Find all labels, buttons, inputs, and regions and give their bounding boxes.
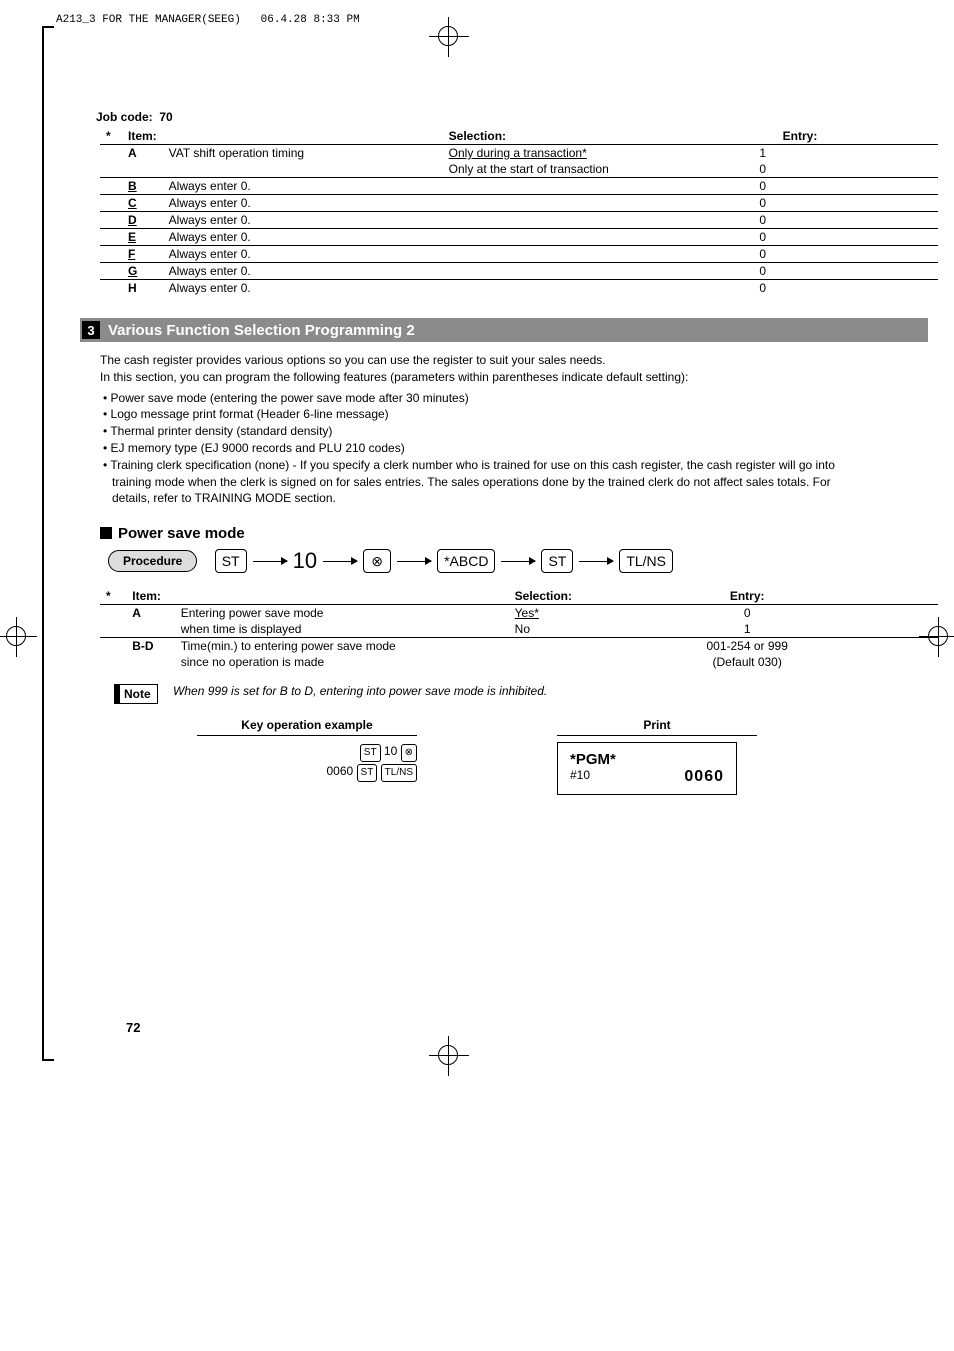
arrow-icon	[579, 561, 613, 562]
list-item: Power save mode (entering the power save…	[112, 390, 864, 407]
page-number: 72	[126, 1020, 140, 1035]
arrow-icon	[323, 561, 357, 562]
table-row: CAlways enter 0.0	[100, 195, 938, 212]
procedure-flow: ST 10 ⊗ *ABCD ST TL/NS	[215, 548, 673, 574]
table-row: DAlways enter 0.0	[100, 212, 938, 229]
table-row: EAlways enter 0.0	[100, 229, 938, 246]
table-row: since no operation is made(Default 030)	[100, 654, 938, 670]
arrow-icon	[397, 561, 431, 562]
arrow-icon	[501, 561, 535, 562]
registration-mark-icon	[438, 26, 458, 46]
doc-timestamp: 06.4.28 8:33 PM	[261, 14, 360, 26]
table-row: HAlways enter 0.0	[100, 280, 938, 297]
key-example-heading: Key operation example	[197, 718, 417, 736]
table-row: BAlways enter 0.0	[100, 178, 938, 195]
abcd-param-key: *ABCD	[437, 549, 495, 573]
job-code-70-table: * Item: Selection: Entry: AVAT shift ope…	[100, 128, 938, 296]
section-header: 3 Various Function Selection Programming…	[80, 318, 928, 342]
procedure-number: 10	[293, 548, 317, 574]
note-text: When 999 is set for B to D, entering int…	[173, 684, 547, 698]
section-body: The cash register provides various optio…	[100, 352, 864, 507]
power-save-subheading: Power save mode	[100, 525, 894, 542]
multiply-key-icon: ⊗	[363, 549, 391, 573]
star-col-head: *	[100, 588, 126, 605]
table-row: AEntering power save modeYes*0	[100, 605, 938, 622]
entry-col-head: Entry:	[683, 128, 843, 145]
selection-col-head: Selection:	[509, 588, 652, 605]
procedure-label: Procedure	[108, 550, 197, 572]
table-row: AVAT shift operation timingOnly during a…	[100, 145, 938, 162]
arrow-icon	[253, 561, 287, 562]
crop-rule	[42, 26, 54, 28]
selection-col-head: Selection:	[443, 128, 683, 145]
job-code-heading: Job code: 70	[96, 110, 894, 124]
list-item: Thermal printer density (standard densit…	[112, 423, 864, 440]
list-item: EJ memory type (EJ 9000 records and PLU …	[112, 440, 864, 457]
doc-filename: A213_3 FOR THE MANAGER(SEEG)	[56, 14, 241, 26]
star-col-head: *	[100, 128, 122, 145]
power-save-table: * Item: Selection: Entry: AEntering powe…	[100, 588, 938, 670]
item-col-head: Item:	[126, 588, 175, 605]
note-label: Note	[114, 684, 158, 704]
section-number: 3	[82, 321, 100, 339]
tlns-key: TL/NS	[619, 549, 673, 573]
crop-rule	[42, 1059, 54, 1061]
item-col-head: Item:	[122, 128, 163, 145]
list-item: Training clerk specification (none) - If…	[112, 457, 864, 507]
list-item: Logo message print format (Header 6-line…	[112, 406, 864, 423]
st-key: ST	[215, 549, 247, 573]
table-row: B-DTime(min.) to entering power save mod…	[100, 638, 938, 655]
print-heading: Print	[557, 718, 757, 736]
square-bullet-icon	[100, 527, 112, 539]
key-example-line-1: ST 10 ⊗	[197, 742, 417, 762]
key-example-line-2: 0060 ST TL/NS	[197, 762, 417, 782]
entry-col-head: Entry:	[652, 588, 843, 605]
st-key: ST	[541, 549, 573, 573]
table-row: FAlways enter 0.0	[100, 246, 938, 263]
crop-rule	[42, 26, 44, 1061]
print-output-box: *PGM* #10 0060	[557, 742, 737, 795]
section-title: Various Function Selection Programming 2	[108, 322, 415, 339]
table-row: GAlways enter 0.0	[100, 263, 938, 280]
registration-mark-icon	[6, 626, 26, 646]
table-row: when time is displayedNo1	[100, 621, 938, 638]
table-row: Only at the start of transaction0	[100, 161, 938, 178]
registration-mark-icon	[928, 626, 948, 646]
